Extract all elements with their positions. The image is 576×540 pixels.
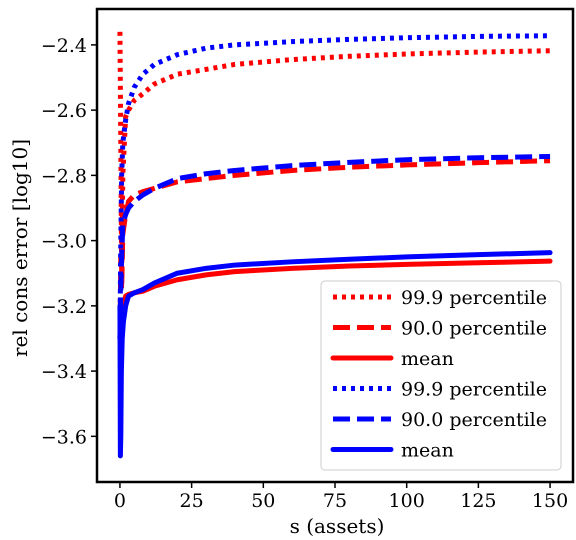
series-line-6 xyxy=(117,250,553,459)
y-tick-label: −3.6 xyxy=(41,426,87,448)
y-tick-label: −3.0 xyxy=(41,231,87,253)
x-tick-label: 25 xyxy=(180,490,204,512)
axes: 0 25 50 75 100 125 150 −3.6 −3.4 −3.2 −3.0 −2.8 −2.6… xyxy=(41,7,575,512)
y-tick-label: −2.8 xyxy=(41,165,87,187)
legend-label: 90.0 percentile xyxy=(401,409,547,431)
legend-label: 99.9 percentile xyxy=(401,379,547,401)
y-axis-label: rel cons error [log10] xyxy=(8,139,32,357)
legend-label: mean xyxy=(401,440,454,462)
x-tick-label: 75 xyxy=(323,490,347,512)
x-axis-label: s (assets) xyxy=(290,514,385,538)
legend: 99.9 percentile 90.0 percentile mean 99.9 p… xyxy=(320,280,562,471)
x-tick-label: 125 xyxy=(460,490,496,512)
y-tick-label: −2.4 xyxy=(41,35,87,57)
y-tick-label: −2.6 xyxy=(41,100,87,122)
series-group xyxy=(117,31,553,459)
legend-label: 99.9 percentile xyxy=(401,287,547,309)
x-tick-label: 0 xyxy=(114,490,126,512)
legend-label: 90.0 percentile xyxy=(401,318,547,340)
series-line-1 xyxy=(117,31,551,276)
series-line-5 xyxy=(117,153,551,339)
x-tick-label: 100 xyxy=(389,490,425,512)
x-tick-label: 50 xyxy=(251,490,275,512)
legend-label: mean xyxy=(401,348,454,370)
y-tick-label: −3.2 xyxy=(41,296,87,318)
x-tick-label: 150 xyxy=(532,490,568,512)
y-tick-label: −3.4 xyxy=(41,361,87,383)
